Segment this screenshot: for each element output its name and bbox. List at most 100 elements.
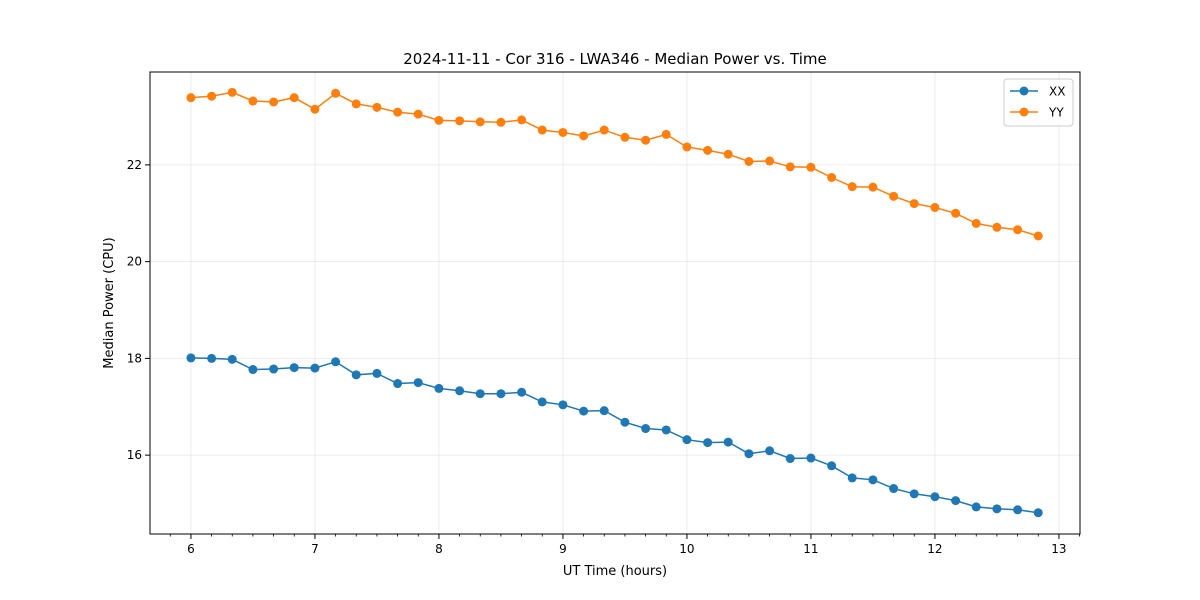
ticks: 6 7 8 9 10 11 12 13 16 18 20 22	[127, 158, 1080, 556]
x-tick-label: 13	[1051, 542, 1066, 556]
data-point-yy	[413, 109, 423, 119]
legend-label-yy: YY	[1048, 106, 1064, 120]
data-point-yy	[207, 91, 217, 101]
data-point-yy	[434, 115, 444, 125]
data-point-yy	[289, 93, 299, 103]
data-point-xx	[847, 473, 857, 483]
data-point-xx	[703, 438, 713, 448]
data-point-xx	[1013, 505, 1023, 515]
series-layer	[186, 87, 1043, 518]
data-point-yy	[620, 132, 630, 142]
data-point-xx	[475, 389, 485, 399]
data-point-xx	[558, 400, 568, 410]
data-point-yy	[310, 104, 320, 114]
data-point-xx	[351, 370, 361, 380]
data-point-xx	[1033, 508, 1043, 518]
data-point-yy	[951, 208, 961, 218]
data-point-yy	[889, 191, 899, 201]
data-point-xx	[331, 357, 341, 367]
data-point-xx	[909, 489, 919, 499]
data-point-yy	[723, 149, 733, 159]
data-point-yy	[806, 162, 816, 172]
data-point-yy	[827, 172, 837, 182]
data-point-xx	[641, 424, 651, 434]
data-point-xx	[765, 446, 775, 456]
data-point-yy	[1013, 225, 1023, 235]
data-point-xx	[744, 449, 754, 459]
data-point-yy	[372, 102, 382, 112]
y-tick-label: 16	[127, 448, 142, 462]
data-point-yy	[992, 222, 1002, 232]
data-point-yy	[682, 142, 692, 152]
data-point-yy	[599, 125, 609, 135]
data-point-xx	[930, 492, 940, 502]
y-axis-label: Median Power (CPU)	[102, 237, 117, 368]
data-point-yy	[269, 97, 279, 107]
data-point-xx	[269, 364, 279, 374]
data-point-xx	[517, 387, 527, 397]
data-point-xx	[992, 504, 1002, 514]
data-point-xx	[455, 386, 465, 396]
data-point-xx	[393, 379, 403, 389]
data-point-yy	[331, 88, 341, 98]
legend-marker-yy	[1019, 107, 1029, 117]
x-tick-label: 7	[311, 542, 319, 556]
data-point-xx	[661, 425, 671, 435]
x-tick-label: 9	[559, 542, 567, 556]
data-point-yy	[351, 99, 361, 109]
data-point-xx	[186, 353, 196, 363]
x-tick-label: 10	[679, 542, 694, 556]
data-point-xx	[868, 475, 878, 485]
data-point-xx	[248, 365, 258, 375]
y-tick-label: 20	[127, 255, 142, 269]
data-point-yy	[579, 131, 589, 141]
data-point-xx	[806, 453, 816, 463]
data-point-xx	[310, 363, 320, 373]
data-point-yy	[661, 129, 671, 139]
data-point-yy	[765, 156, 775, 166]
data-point-yy	[455, 116, 465, 126]
data-point-yy	[785, 162, 795, 172]
y-tick-label: 18	[127, 351, 142, 365]
x-tick-label: 11	[803, 542, 818, 556]
data-point-yy	[1033, 231, 1043, 241]
data-point-xx	[289, 363, 299, 373]
data-point-yy	[227, 87, 237, 97]
data-point-xx	[227, 354, 237, 364]
data-point-yy	[930, 202, 940, 212]
data-point-xx	[682, 435, 692, 445]
data-point-yy	[868, 182, 878, 192]
data-point-xx	[889, 484, 899, 494]
data-point-xx	[434, 383, 444, 393]
data-point-yy	[537, 125, 547, 135]
data-point-xx	[537, 397, 547, 407]
plot-frame	[149, 71, 1081, 535]
x-tick-label: 8	[435, 542, 443, 556]
data-point-yy	[744, 156, 754, 166]
data-point-yy	[248, 96, 258, 106]
data-point-xx	[372, 368, 382, 378]
data-point-xx	[413, 378, 423, 388]
data-point-yy	[641, 135, 651, 145]
legend-label-xx: XX	[1049, 85, 1065, 99]
data-point-yy	[909, 199, 919, 209]
grid	[150, 72, 1080, 534]
data-point-xx	[599, 406, 609, 416]
data-point-yy	[971, 218, 981, 228]
y-tick-label: 22	[127, 158, 142, 172]
data-point-yy	[186, 93, 196, 103]
data-point-xx	[827, 461, 837, 471]
legend: XX YY	[1003, 78, 1074, 127]
data-point-yy	[517, 115, 527, 125]
data-point-yy	[558, 127, 568, 137]
data-point-xx	[951, 496, 961, 506]
data-point-xx	[723, 437, 733, 447]
chart-title: 2024-11-11 - Cor 316 - LWA346 - Median P…	[403, 50, 827, 68]
x-tick-label: 6	[187, 542, 195, 556]
data-point-yy	[703, 145, 713, 155]
x-tick-label: 12	[927, 542, 942, 556]
data-point-xx	[579, 406, 589, 416]
data-point-yy	[847, 182, 857, 192]
